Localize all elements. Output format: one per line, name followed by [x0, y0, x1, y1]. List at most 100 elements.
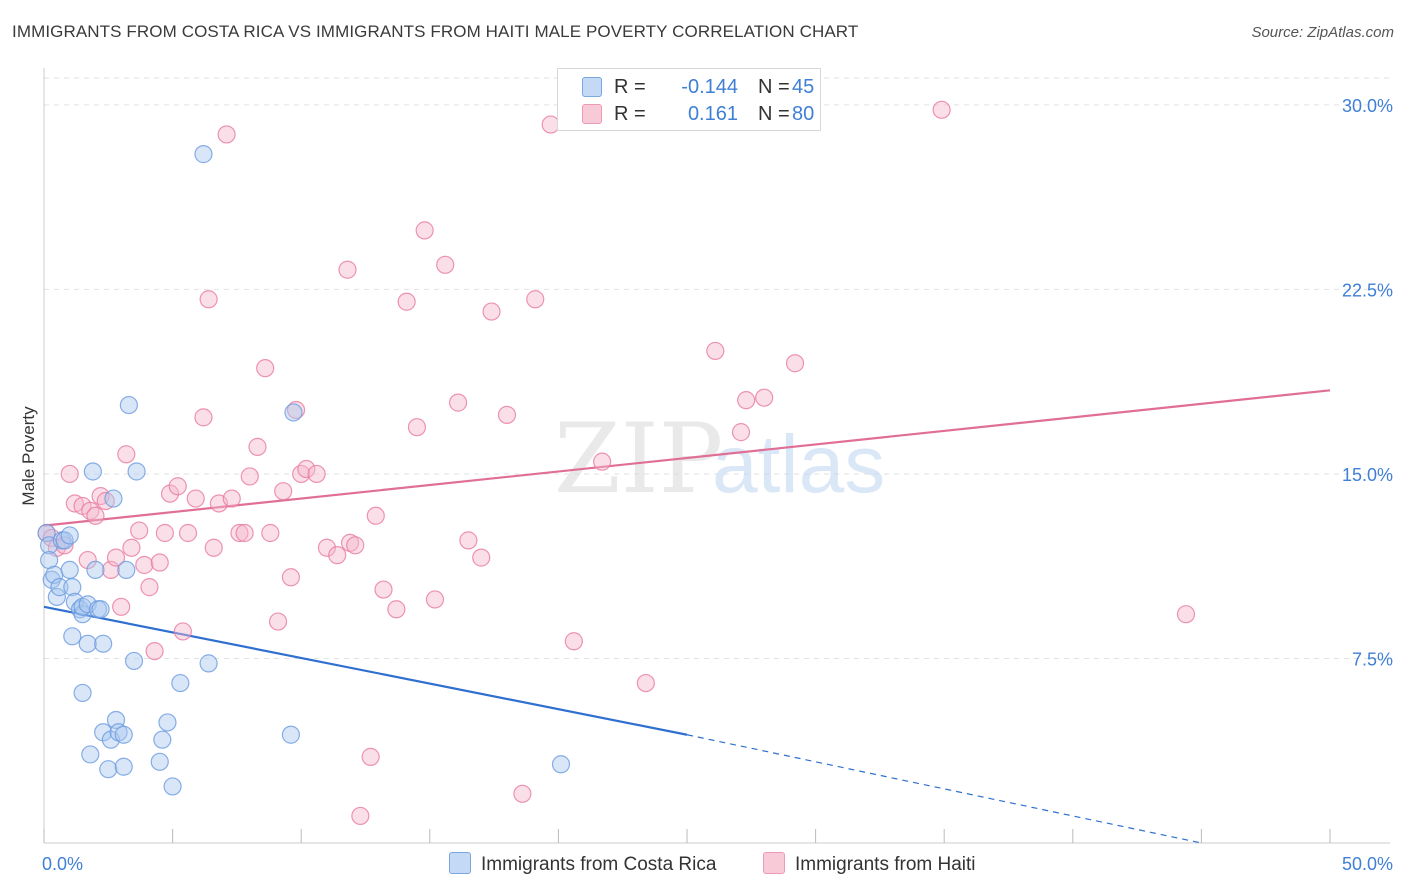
r-label: R =: [614, 76, 646, 98]
point-haiti: [706, 341, 725, 361]
watermark-zip: ZIP: [554, 403, 723, 515]
point-haiti: [235, 523, 254, 543]
y-tick-label: 30.0%: [1342, 96, 1393, 116]
legend-swatch-haiti: [763, 852, 785, 874]
point-haiti: [415, 221, 434, 240]
y-tick-label: 22.5%: [1342, 280, 1393, 300]
point-costa-rica: [63, 627, 82, 646]
r-label: R =: [614, 103, 646, 125]
point-haiti: [397, 292, 416, 311]
y-tick-label: 7.5%: [1352, 649, 1393, 669]
point-haiti: [366, 506, 385, 525]
point-haiti: [932, 100, 951, 119]
point-haiti: [194, 408, 213, 427]
point-costa-rica: [94, 723, 113, 742]
point-haiti: [230, 523, 249, 543]
point-haiti: [387, 600, 406, 619]
data-points: [37, 100, 1196, 826]
point-haiti: [526, 290, 545, 309]
watermark-atlas: atlas: [712, 419, 885, 510]
point-haiti: [122, 538, 141, 557]
point-costa-rica: [99, 760, 118, 779]
point-haiti: [78, 550, 97, 570]
point-haiti: [60, 464, 79, 484]
point-costa-rica: [114, 757, 133, 776]
x-tick-label: 50.0%: [1342, 854, 1393, 874]
point-haiti: [204, 538, 223, 557]
tick-labels: 7.5% 15.0% 22.5% 30.0% 0.0% 50.0%: [42, 96, 1393, 874]
point-haiti: [150, 553, 169, 572]
legend-swatch-haiti: [582, 104, 602, 124]
point-haiti: [361, 747, 380, 766]
point-costa-rica: [60, 560, 79, 580]
point-haiti: [1176, 605, 1196, 624]
point-costa-rica: [91, 600, 110, 619]
point-haiti: [286, 400, 306, 420]
point-costa-rica: [63, 578, 82, 597]
legend-swatch-costa-rica: [449, 852, 471, 874]
trend-line-costa-rica-extension: [686, 734, 1202, 844]
y-axis-label: Male Poverty: [19, 406, 38, 506]
watermark: ZIP atlas: [554, 403, 885, 515]
point-haiti: [346, 536, 365, 555]
point-haiti: [317, 538, 337, 557]
n-value: 45: [792, 76, 815, 98]
point-haiti: [785, 354, 805, 373]
point-haiti: [112, 597, 131, 616]
point-haiti: [374, 580, 393, 599]
point-haiti: [472, 548, 491, 567]
point-haiti: [86, 506, 105, 525]
point-haiti: [297, 459, 316, 479]
trend-line-haiti: [43, 389, 1331, 527]
point-haiti: [281, 568, 301, 587]
point-costa-rica: [86, 560, 105, 580]
point-haiti: [222, 489, 241, 508]
point-haiti: [155, 523, 174, 543]
point-costa-rica: [158, 713, 177, 732]
r-value: 0.161: [687, 103, 738, 125]
point-haiti: [636, 673, 655, 693]
legend-item-haiti: Immigrants from Haiti: [763, 852, 976, 876]
x-tick-label: 0.0%: [42, 854, 83, 874]
point-costa-rica: [153, 730, 172, 749]
point-haiti: [338, 260, 357, 279]
point-haiti: [407, 418, 427, 437]
point-haiti: [459, 531, 478, 550]
r-value: -0.144: [681, 76, 738, 98]
point-haiti: [436, 255, 455, 274]
point-haiti: [173, 622, 192, 641]
point-haiti: [593, 452, 612, 471]
point-haiti: [130, 521, 149, 540]
point-costa-rica: [124, 651, 144, 671]
axes: [43, 68, 1390, 844]
point-haiti: [160, 484, 180, 503]
legend-swatch-costa-rica: [582, 77, 602, 97]
trend-lines: [43, 389, 1331, 844]
point-costa-rica: [114, 725, 133, 744]
point-costa-rica: [73, 683, 92, 703]
point-costa-rica: [42, 570, 61, 589]
point-haiti: [755, 388, 774, 407]
point-costa-rica: [50, 578, 69, 597]
point-costa-rica: [104, 489, 123, 508]
n-label: N =: [758, 103, 790, 125]
point-costa-rica: [55, 531, 74, 550]
y-tick-label: 15.0%: [1342, 465, 1393, 485]
point-haiti: [482, 302, 501, 321]
point-haiti: [292, 464, 311, 484]
point-haiti: [497, 405, 517, 425]
legend-label-haiti: Immigrants from Haiti: [795, 854, 976, 875]
point-haiti: [117, 445, 136, 464]
point-costa-rica: [119, 395, 138, 415]
point-haiti: [328, 546, 347, 565]
point-costa-rica: [94, 634, 113, 653]
point-haiti: [145, 641, 164, 661]
point-haiti: [307, 464, 326, 484]
point-haiti: [256, 359, 275, 378]
point-haiti: [168, 477, 187, 496]
point-haiti: [261, 523, 280, 543]
point-haiti: [81, 501, 100, 520]
legend-label-costa-rica: Immigrants from Costa Rica: [481, 854, 717, 875]
point-haiti: [248, 437, 267, 456]
point-costa-rica: [127, 462, 146, 481]
